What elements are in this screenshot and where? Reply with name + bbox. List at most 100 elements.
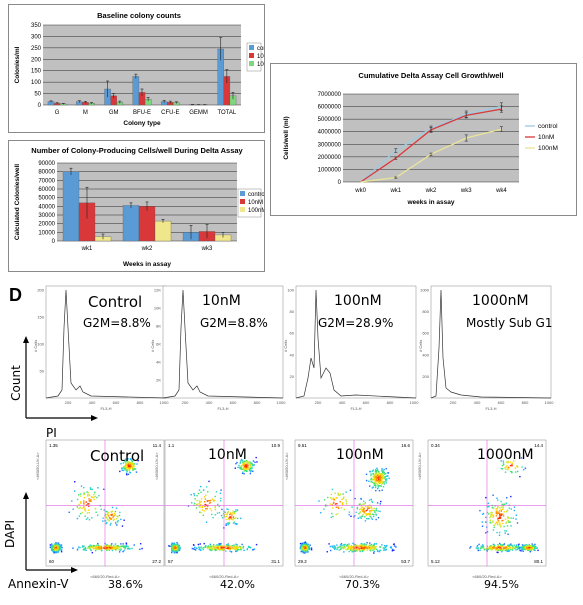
dot [507,517,508,518]
dot [375,490,376,491]
dot [127,469,128,470]
dot [190,494,191,495]
dot [247,469,248,470]
dot [367,509,368,510]
dot [345,549,346,550]
hist-condition-1000nm: 1000nM [472,293,529,309]
dot [98,545,99,546]
dot [340,501,341,502]
dot [210,545,211,546]
dot [74,490,75,491]
dot [235,517,236,518]
y-tick-label: 100 [31,80,42,86]
dot [507,534,508,535]
dot [346,503,347,504]
dot [96,549,97,550]
dot [506,521,507,522]
dot [59,549,60,550]
dot [113,548,114,549]
dot [56,550,57,551]
quadrant-value: 10.9 [271,443,280,448]
dot [205,495,206,496]
dot [491,514,492,515]
y-tick-label: 5000000 [318,117,342,123]
dot [354,515,355,516]
dot [373,510,374,511]
dot [221,509,222,510]
legend-label: 10nM [248,200,263,206]
dot [320,512,321,513]
dot [482,526,483,527]
dot [116,518,117,519]
dot [519,550,520,551]
dot [376,510,377,511]
legend-swatch [249,45,254,50]
dot [98,495,99,496]
quadrant-value: 11.4 [153,443,162,448]
dot [243,546,244,547]
quadrant-value: 0.34 [431,443,440,448]
dot [517,522,518,523]
dot [384,547,385,548]
dot-condition-10nm: 10nM [208,447,247,463]
dot [510,525,511,526]
dot [373,476,374,477]
dot [61,549,62,550]
dot [220,489,221,490]
dot [231,551,232,552]
dot [470,546,471,547]
y-tick-label: 50000 [38,196,55,202]
hist-x-tick: 800 [254,400,261,405]
dot [488,503,489,504]
dot [384,477,385,478]
dot [498,547,499,548]
dot [499,549,500,550]
dot [373,514,374,515]
x-tick-label: wk3 [201,246,213,252]
dot [519,476,520,477]
dot [101,546,102,547]
dot [497,518,498,519]
dot [510,496,511,497]
dot [351,551,352,552]
dot [363,501,364,502]
dot [253,464,254,465]
dot [237,548,238,549]
dot [199,501,200,502]
dot [218,546,219,547]
dot [191,502,192,503]
dot [206,486,207,487]
hist-x-tick: 800 [387,400,394,405]
dot [362,551,363,552]
hist-y-label: # Cells [283,340,288,352]
dot [493,547,494,548]
dot [515,468,516,469]
dot [206,521,207,522]
dot [78,546,79,547]
x-tick-label: G [55,110,60,116]
dot [333,547,334,548]
dot [226,523,227,524]
dot [119,512,120,513]
dot [249,546,250,547]
dot [81,508,82,509]
dot [347,549,348,550]
dot [241,544,242,545]
dot [225,519,226,520]
dot [372,546,373,547]
dot [303,551,304,552]
dot [499,535,500,536]
dot [84,548,85,549]
dot [478,550,479,551]
y-tick-label: 1000000 [318,167,342,173]
dot [516,544,517,545]
dot [113,518,114,519]
dot [115,523,116,524]
dot [103,489,104,490]
dot [83,500,84,501]
dot [382,476,383,477]
dot [228,543,229,544]
dot [383,481,384,482]
dot [79,515,80,516]
dot [251,470,252,471]
